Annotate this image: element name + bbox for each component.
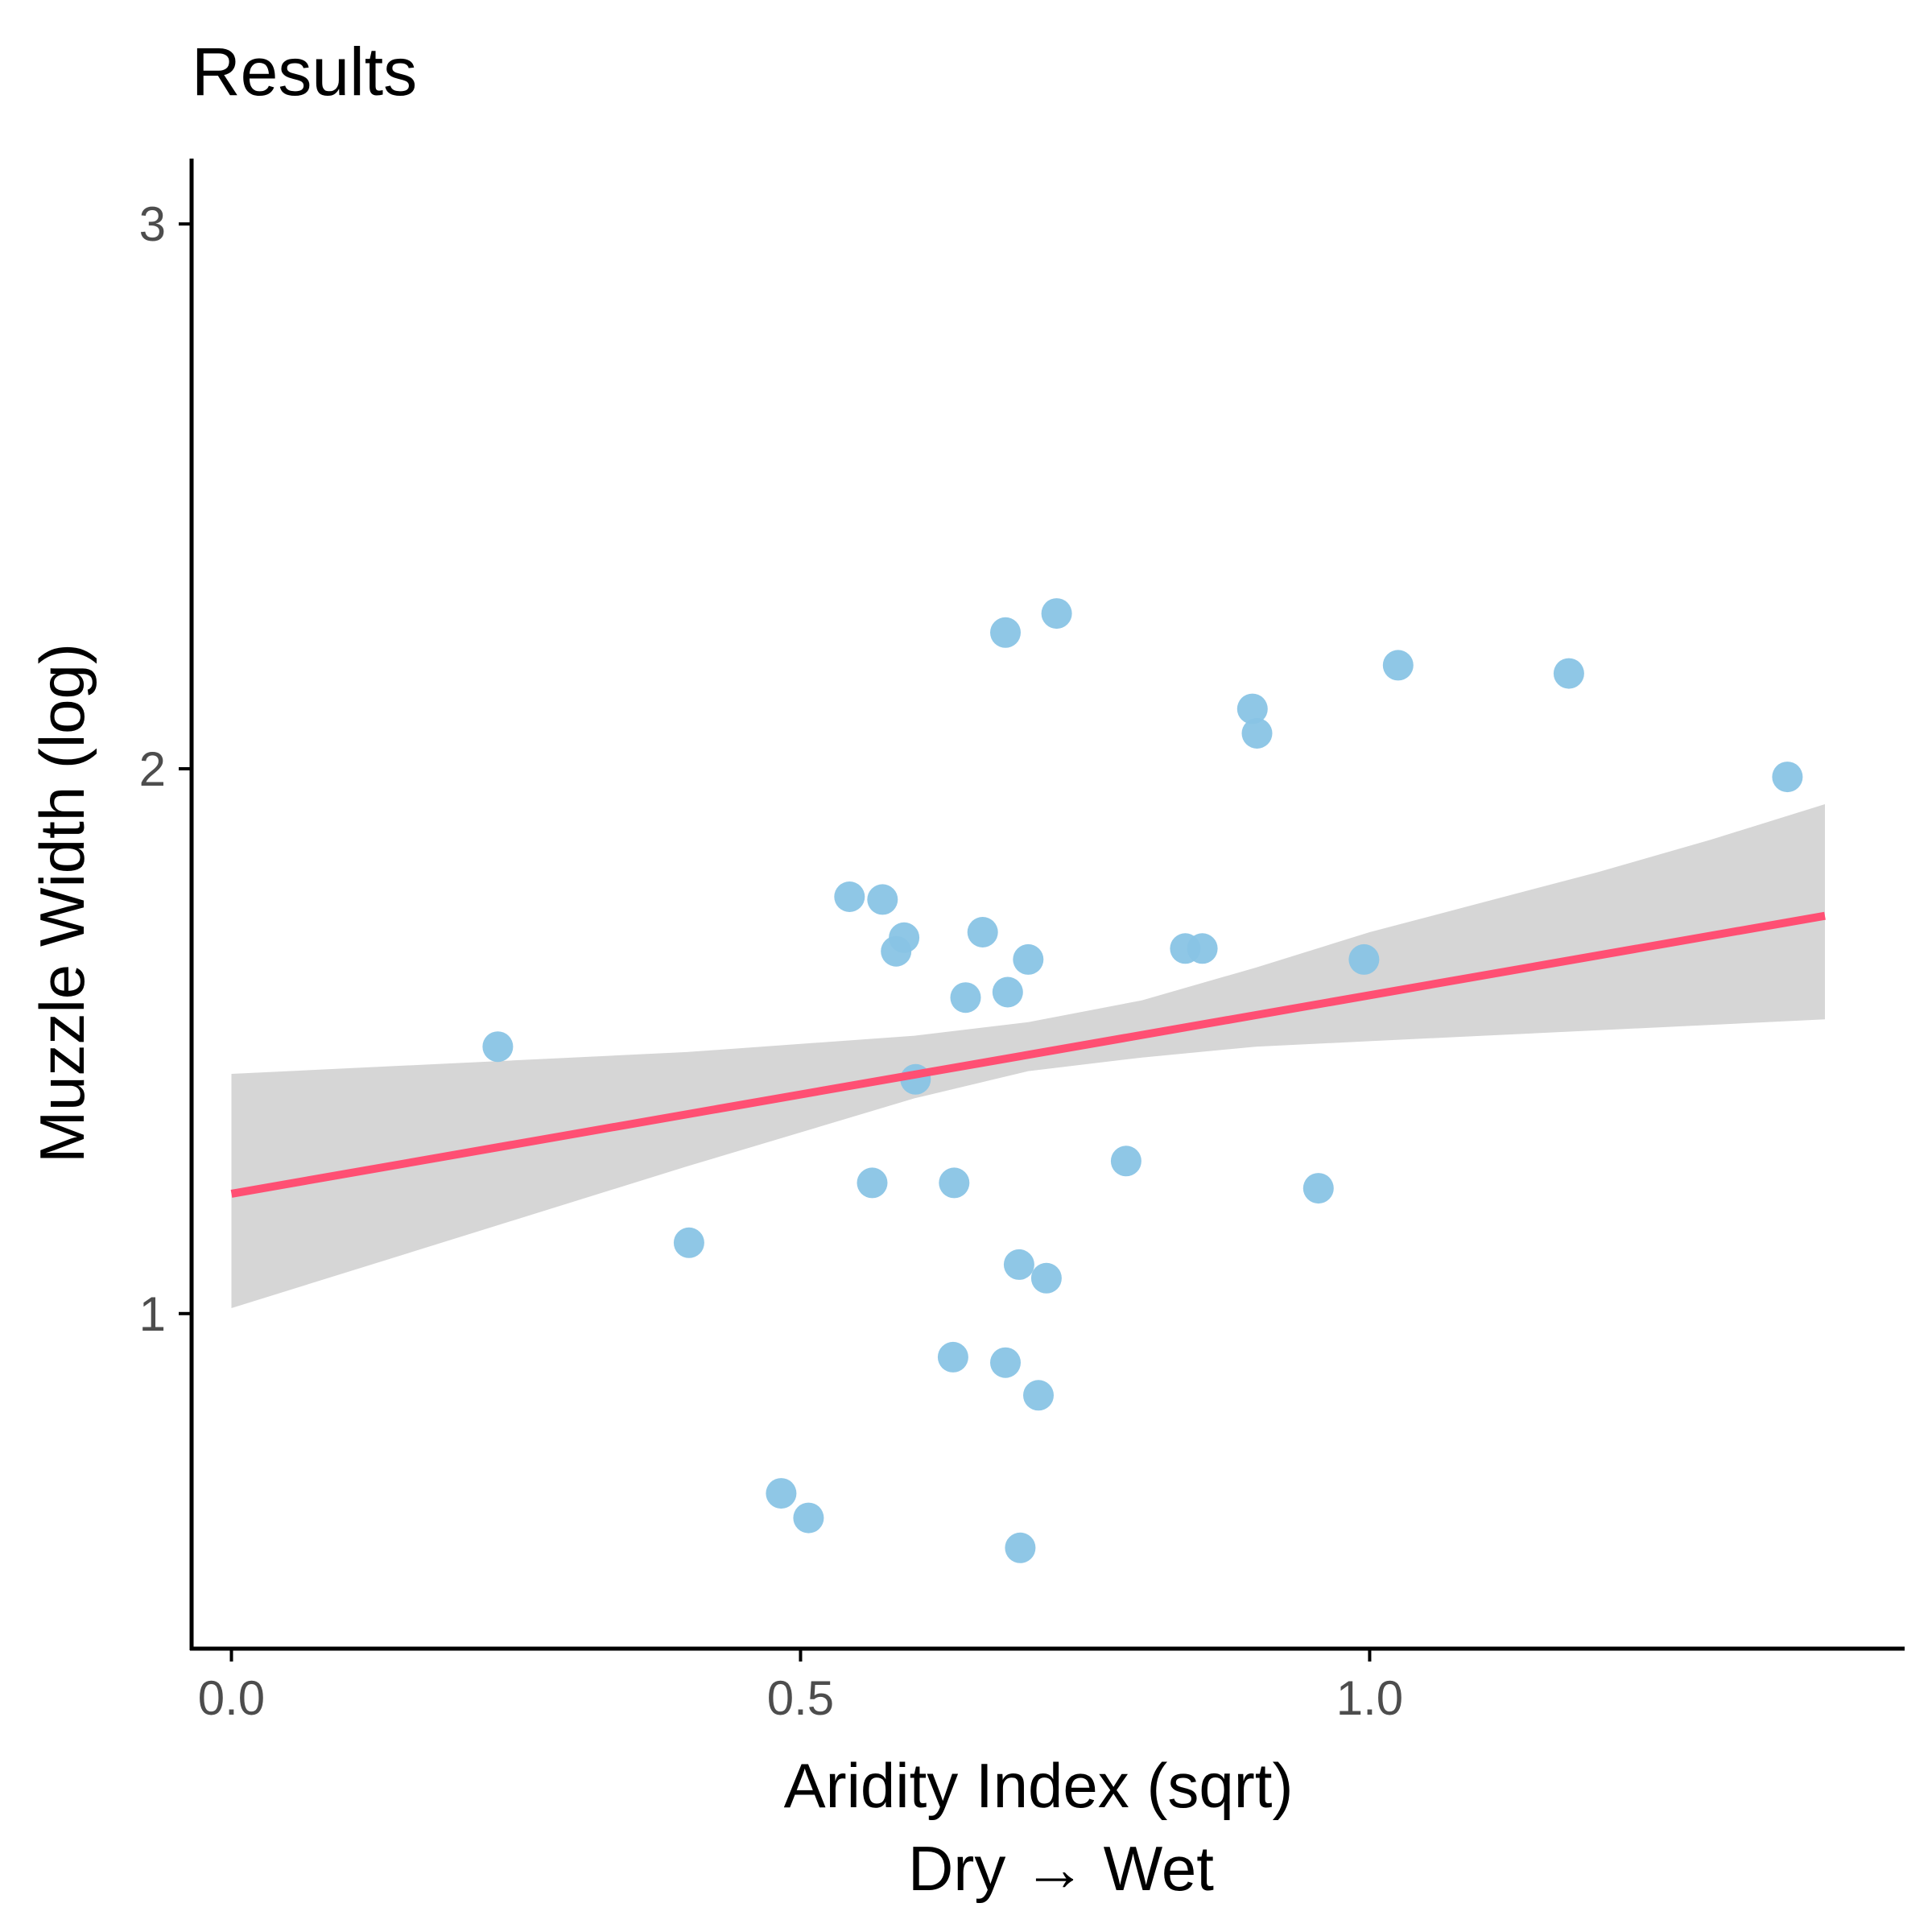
chart-title: Results — [192, 34, 417, 109]
data-point-23 — [1041, 598, 1072, 630]
data-point-15 — [990, 617, 1021, 648]
data-point-3 — [766, 1478, 797, 1509]
data-point-6 — [857, 1167, 888, 1199]
y-tick-label: 1 — [139, 1287, 166, 1341]
y-tick-label: 3 — [139, 197, 166, 251]
data-point-2 — [673, 1227, 704, 1258]
data-point-1 — [482, 1031, 514, 1063]
data-point-26 — [1187, 933, 1218, 964]
y-axis-title: Muzzle Width (log) — [27, 643, 97, 1163]
data-point-5 — [834, 881, 865, 912]
data-point-27 — [1236, 693, 1268, 724]
regression-line — [230, 911, 1826, 1198]
data-point-18 — [1003, 1249, 1034, 1280]
data-point-29 — [1302, 1173, 1334, 1204]
x-tick-label: 0.5 — [767, 1671, 834, 1725]
data-point-20 — [1013, 943, 1044, 975]
data-point-28 — [1241, 718, 1273, 749]
data-point-17 — [992, 976, 1023, 1008]
data-point-14 — [967, 917, 998, 947]
data-point-19 — [1005, 1532, 1036, 1563]
data-point-30 — [1348, 943, 1380, 975]
data-point-21 — [1023, 1380, 1054, 1411]
data-point-22 — [1030, 1262, 1062, 1294]
data-point-24 — [1110, 1146, 1141, 1177]
data-point-33 — [1772, 762, 1803, 793]
data-point-12 — [939, 1167, 970, 1199]
data-point-4 — [793, 1502, 824, 1534]
x-tick-label: 0.0 — [198, 1671, 265, 1725]
axis-ticks: 0.0 0.5 1.0 1 2 3 — [139, 197, 1404, 1725]
data-point-32 — [1553, 658, 1584, 689]
y-tick-label: 2 — [139, 742, 166, 796]
x-tick-label: 1.0 — [1336, 1671, 1403, 1725]
x-axis-subtitle: Dry → Wet — [908, 1833, 1214, 1904]
data-point-13 — [950, 982, 981, 1013]
data-point-16 — [990, 1347, 1021, 1378]
data-point-7 — [867, 884, 898, 915]
x-axis-title: Aridity Index (sqrt) — [784, 1750, 1294, 1821]
data-point-9 — [889, 922, 920, 953]
data-point-11 — [937, 1341, 968, 1373]
data-point-31 — [1382, 650, 1414, 681]
plot-area — [230, 598, 1826, 1563]
